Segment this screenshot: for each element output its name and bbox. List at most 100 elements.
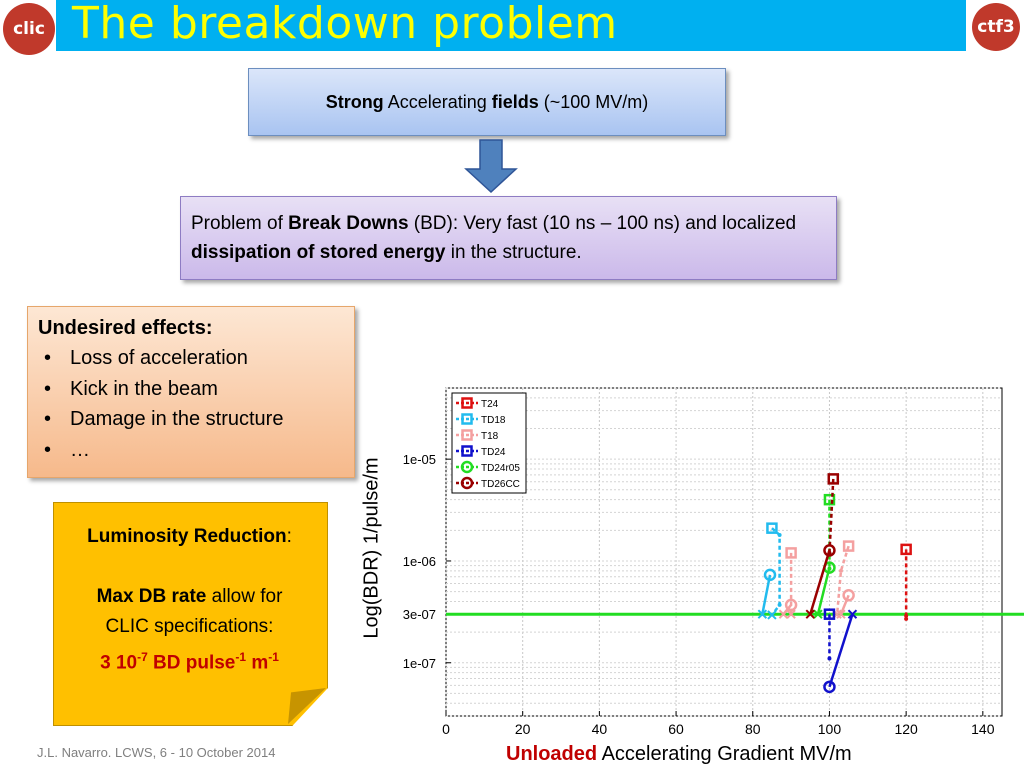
title-bar: The breakdown problem (56, 0, 966, 51)
note-line-2: Max DB rate allow for (53, 582, 326, 612)
x-marker (786, 609, 796, 619)
series-line (809, 550, 831, 615)
note-line-3: CLIC specifications: (105, 616, 274, 637)
luminosity-note: Luminosity Reduction: Max DB rate allow … (53, 502, 328, 726)
data-point (766, 522, 778, 534)
note-line-4: 3 10-7 BD pulse-1 m-1 (53, 642, 326, 678)
series-t18 (778, 598, 798, 619)
y-tick-label: 1e-07 (403, 656, 436, 671)
fields-bold-strong: Strong (325, 91, 384, 112)
problem-text-3: in the structure. (445, 242, 582, 264)
note-spec-sup3: -1 (268, 650, 279, 664)
footer-credit: J.L. Navarro. LCWS, 6 - 10 October 2014 (37, 745, 276, 760)
legend-marker (460, 476, 474, 490)
x-axis-label-red: Unloaded (506, 743, 598, 765)
note-spec-b: BD pulse (147, 652, 236, 674)
series-line (770, 527, 781, 616)
legend-marker (461, 445, 473, 457)
legend-marker (461, 413, 473, 425)
effects-item: Loss of acceleration (38, 343, 344, 374)
note-max-db-rate: Max DB rate (96, 586, 207, 607)
series-t18 (785, 547, 797, 619)
series-line (761, 574, 772, 615)
note-luminosity-reduction: Luminosity Reduction (87, 526, 287, 547)
data-point-dot (904, 616, 909, 621)
ctf3-logo-text: ctf3 (977, 17, 1015, 37)
chart-legend: T24 TD18 T18 TD24 TD24r05 TD26CC (451, 392, 527, 494)
data-point (823, 608, 836, 620)
note-colon: : (286, 526, 292, 547)
fields-text: Strong Accelerating fields (~100 MV/m) (326, 92, 649, 113)
y-tick-label: 1e-05 (403, 452, 436, 467)
series-td26cc (805, 544, 836, 619)
data-point (785, 547, 797, 559)
data-point (823, 493, 836, 506)
y-tick-label: 1e-06 (403, 554, 436, 569)
legend-label: TD24 (481, 447, 506, 458)
x-marker (805, 609, 815, 619)
data-point-dot (904, 613, 909, 618)
problem-box: Problem of Break Downs (BD): Very fast (… (180, 196, 837, 280)
x-tick-label: 80 (745, 721, 761, 737)
x-tick-label: 20 (515, 721, 531, 737)
x-axis-label-rest: Accelerating Gradient MV/m (597, 743, 852, 765)
series-line (816, 567, 831, 615)
data-point-dot (827, 656, 832, 661)
problem-bold-dissipation: dissipation of stored energy (191, 242, 446, 264)
series-line (835, 545, 850, 615)
series-line (839, 594, 850, 615)
legend-label: TD26CC (481, 479, 520, 490)
legend-label: T18 (481, 431, 499, 442)
x-axis-label: Unloaded Accelerating Gradient MV/m (506, 743, 852, 766)
clic-logo: clic (3, 3, 55, 55)
y-axis-label: Log(BDR) 1/pulse/m (360, 457, 383, 639)
data-point (823, 544, 836, 557)
down-arrow-icon (464, 139, 518, 194)
chart-series (446, 473, 1024, 694)
data-point (827, 473, 840, 485)
fields-text-2: (~100 MV/m) (538, 91, 649, 112)
series-t18 (836, 589, 855, 619)
note-spec-sup2: -1 (235, 650, 247, 664)
data-point (842, 589, 855, 602)
series-line (828, 478, 835, 553)
note-spec-a: 3 10 (100, 652, 138, 674)
effects-box: Undesired effects: Loss of acceleration … (27, 306, 355, 478)
clic-logo-text: clic (13, 19, 45, 39)
effects-heading: Undesired effects: (38, 317, 213, 339)
x-marker (778, 609, 789, 619)
data-point-dot (777, 602, 782, 607)
data-point (823, 680, 836, 694)
problem-text-1: Problem of (191, 213, 289, 234)
series-td24 (823, 609, 858, 694)
x-tick-label: 60 (668, 721, 684, 737)
x-marker (757, 609, 768, 619)
legend-label: T24 (481, 399, 499, 410)
data-point (763, 568, 777, 582)
x-tick-label: 0 (442, 721, 450, 737)
legend-label: TD24r05 (481, 463, 520, 474)
series-td24 (823, 608, 836, 661)
plot-frame (445, 387, 1003, 717)
series-td18 (766, 522, 782, 620)
chart-grid (445, 387, 1003, 717)
x-tick-label: 100 (818, 721, 842, 737)
fields-text-1: Accelerating (383, 91, 492, 112)
x-tick-label: 120 (894, 721, 918, 737)
fields-box: Strong Accelerating fields (~100 MV/m) (248, 68, 726, 136)
note-spec-sup1: -7 (137, 650, 148, 664)
page-title: The breakdown problem (72, 0, 618, 49)
fields-bold-fields: fields (491, 91, 539, 112)
data-point-dot (838, 568, 843, 573)
x-marker (847, 609, 858, 619)
note-line-1: Luminosity Reduction: (53, 522, 326, 552)
chart-axes: 0 20 40 60 80 100 120 140 1e-07 3e-07 1e-06 1e-05 (403, 452, 995, 737)
x-marker (813, 609, 823, 619)
legend-marker (461, 397, 473, 409)
data-point (900, 543, 912, 556)
data-point (784, 598, 798, 612)
note-text: Luminosity Reduction: Max DB rate allow … (53, 522, 326, 678)
note-spec-c: m (246, 652, 269, 674)
note-body (53, 502, 328, 726)
